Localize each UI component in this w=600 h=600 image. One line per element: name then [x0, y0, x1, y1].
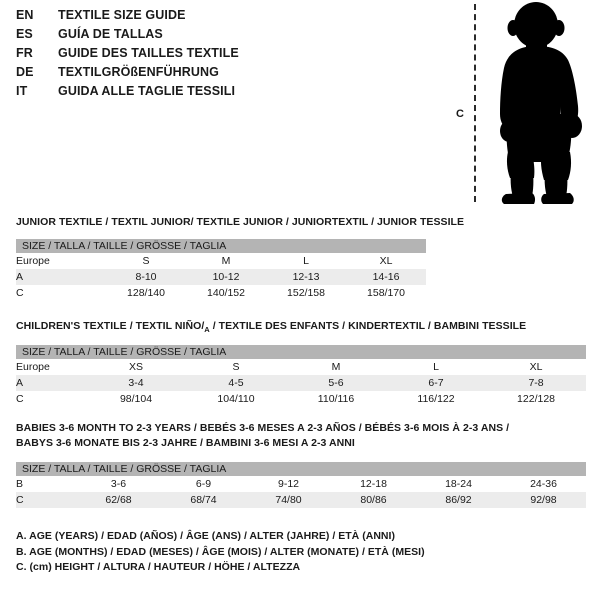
babies-section-heading: BABIES 3-6 MONTH TO 2-3 YEARS / BEBÉS 3-…: [16, 421, 586, 450]
measurement-legend: A. AGE (YEARS) / EDAD (AÑOS) / ÂGE (ANS)…: [16, 529, 425, 576]
cell-value: 152/158: [266, 285, 346, 301]
cell-value: 86/92: [416, 492, 501, 508]
table-header-band: SIZE / TALLA / TAILLE / GRÖSSE / TAGLIA: [16, 239, 427, 253]
row-label: A: [16, 269, 106, 285]
cell-value: L: [386, 359, 486, 375]
cell-value: L: [266, 253, 346, 269]
legend-item-b: B. AGE (MONTHS) / EDAD (MESES) / ÂGE (MO…: [16, 545, 425, 558]
cell-value: 18-24: [416, 476, 501, 492]
cell-value: 12-18: [331, 476, 416, 492]
language-row-en: EN TEXTILE SIZE GUIDE: [16, 8, 239, 27]
language-row-es: ES GUÍA DE TALLAS: [16, 27, 239, 46]
cell-value: 122/128: [486, 391, 587, 407]
cell-value: 3-4: [86, 375, 186, 391]
table-row: C 98/104 104/110 110/116 116/122 122/128: [16, 391, 587, 407]
cell-value: S: [106, 253, 186, 269]
cell-value: XL: [486, 359, 587, 375]
language-code: IT: [16, 84, 28, 98]
cell-value: 3-6: [76, 476, 161, 492]
table-row: C 128/140 140/152 152/158 158/170: [16, 285, 427, 301]
babies-heading-line1: BABIES 3-6 MONTH TO 2-3 YEARS / BEBÉS 3-…: [16, 422, 510, 434]
language-title: GUÍA DE TALLAS: [58, 27, 163, 41]
cell-value: 80/86: [331, 492, 416, 508]
legend-item-c: C. (cm) HEIGHT / ALTURA / HAUTEUR / HÖHE…: [16, 561, 301, 573]
language-title: GUIDE DES TAILLES TEXTILE: [58, 46, 239, 60]
language-code: DE: [16, 65, 34, 79]
children-heading-pre: CHILDREN'S TEXTILE / TEXTIL NIÑO/: [16, 320, 205, 332]
cell-value: 140/152: [186, 285, 266, 301]
size-band-label: SIZE / TALLA / TAILLE / GRÖSSE / TAGLIA: [16, 462, 587, 476]
cell-value: 68/74: [161, 492, 246, 508]
language-title-list: EN TEXTILE SIZE GUIDE ES GUÍA DE TALLAS …: [16, 8, 239, 103]
row-label: A: [16, 375, 86, 391]
language-title: GUIDA ALLE TAGLIE TESSILI: [58, 84, 236, 98]
children-heading-subscript: A: [204, 325, 210, 335]
cell-value: 4-5: [186, 375, 286, 391]
table-row: Europe S M L XL: [16, 253, 427, 269]
cell-value: 7-8: [486, 375, 587, 391]
cell-value: 104/110: [186, 391, 286, 407]
size-band-label: SIZE / TALLA / TAILLE / GRÖSSE / TAGLIA: [16, 239, 427, 253]
cell-value: 24-36: [501, 476, 587, 492]
cell-value: M: [286, 359, 386, 375]
cell-value: XL: [346, 253, 427, 269]
row-label: Europe: [16, 253, 106, 269]
cell-value: 74/80: [246, 492, 331, 508]
language-row-de: DE TEXTILGRÖßENFÜHRUNG: [16, 65, 239, 84]
children-section-heading: CHILDREN'S TEXTILE / TEXTIL NIÑO/A / TEX…: [16, 320, 526, 334]
table-row: C 62/68 68/74 74/80 80/86 86/92 92/98: [16, 492, 587, 508]
row-label: B: [16, 476, 76, 492]
height-dashed-line-icon: [474, 4, 476, 202]
cell-value: 12-13: [266, 269, 346, 285]
cell-value: 92/98: [501, 492, 587, 508]
cell-value: 110/116: [286, 391, 386, 407]
legend-item-a: A. AGE (YEARS) / EDAD (AÑOS) / ÂGE (ANS)…: [16, 530, 395, 542]
cell-value: 14-16: [346, 269, 427, 285]
cell-value: 158/170: [346, 285, 427, 301]
babies-size-table: SIZE / TALLA / TAILLE / GRÖSSE / TAGLIA …: [16, 462, 587, 508]
cell-value: 128/140: [106, 285, 186, 301]
cell-value: 98/104: [86, 391, 186, 407]
children-heading-post: / TEXTILE DES ENFANTS / KINDERTEXTIL / B…: [209, 320, 527, 332]
table-row: A 3-4 4-5 5-6 6-7 7-8: [16, 375, 587, 391]
language-code: EN: [16, 8, 34, 22]
table-row: Europe XS S M L XL: [16, 359, 587, 375]
table-row: B 3-6 6-9 9-12 12-18 18-24 24-36: [16, 476, 587, 492]
cell-value: 116/122: [386, 391, 486, 407]
language-row-it: IT GUIDA ALLE TAGLIE TESSILI: [16, 84, 239, 103]
cell-value: M: [186, 253, 266, 269]
cell-value: XS: [86, 359, 186, 375]
cell-value: 5-6: [286, 375, 386, 391]
language-code: FR: [16, 46, 33, 60]
language-title: TEXTILGRÖßENFÜHRUNG: [58, 65, 219, 79]
language-row-fr: FR GUIDE DES TAILLES TEXTILE: [16, 46, 239, 65]
cell-value: 8-10: [106, 269, 186, 285]
size-band-label: SIZE / TALLA / TAILLE / GRÖSSE / TAGLIA: [16, 345, 587, 359]
row-label: C: [16, 391, 86, 407]
cell-value: 9-12: [246, 476, 331, 492]
row-label: C: [16, 285, 106, 301]
cell-value: 6-7: [386, 375, 486, 391]
babies-heading-line2: BABYS 3-6 MONATE BIS 2-3 JAHRE / BAMBINI…: [16, 436, 355, 449]
cell-value: 6-9: [161, 476, 246, 492]
junior-section-heading: JUNIOR TEXTILE / TEXTIL JUNIOR/ TEXTILE …: [16, 216, 465, 228]
cell-value: 62/68: [76, 492, 161, 508]
table-header-band: SIZE / TALLA / TAILLE / GRÖSSE / TAGLIA: [16, 462, 587, 476]
table-header-band: SIZE / TALLA / TAILLE / GRÖSSE / TAGLIA: [16, 345, 587, 359]
table-row: A 8-10 10-12 12-13 14-16: [16, 269, 427, 285]
language-code: ES: [16, 27, 33, 41]
cell-value: 10-12: [186, 269, 266, 285]
children-size-table: SIZE / TALLA / TAILLE / GRÖSSE / TAGLIA …: [16, 345, 587, 407]
row-label: C: [16, 492, 76, 508]
junior-size-table: SIZE / TALLA / TAILLE / GRÖSSE / TAGLIA …: [16, 239, 427, 301]
language-title: TEXTILE SIZE GUIDE: [58, 8, 186, 22]
cell-value: S: [186, 359, 286, 375]
height-measure-label: C: [456, 108, 464, 120]
toddler-silhouette-icon: [500, 2, 582, 204]
height-measurement-figure: C: [440, 0, 600, 208]
row-label: Europe: [16, 359, 86, 375]
